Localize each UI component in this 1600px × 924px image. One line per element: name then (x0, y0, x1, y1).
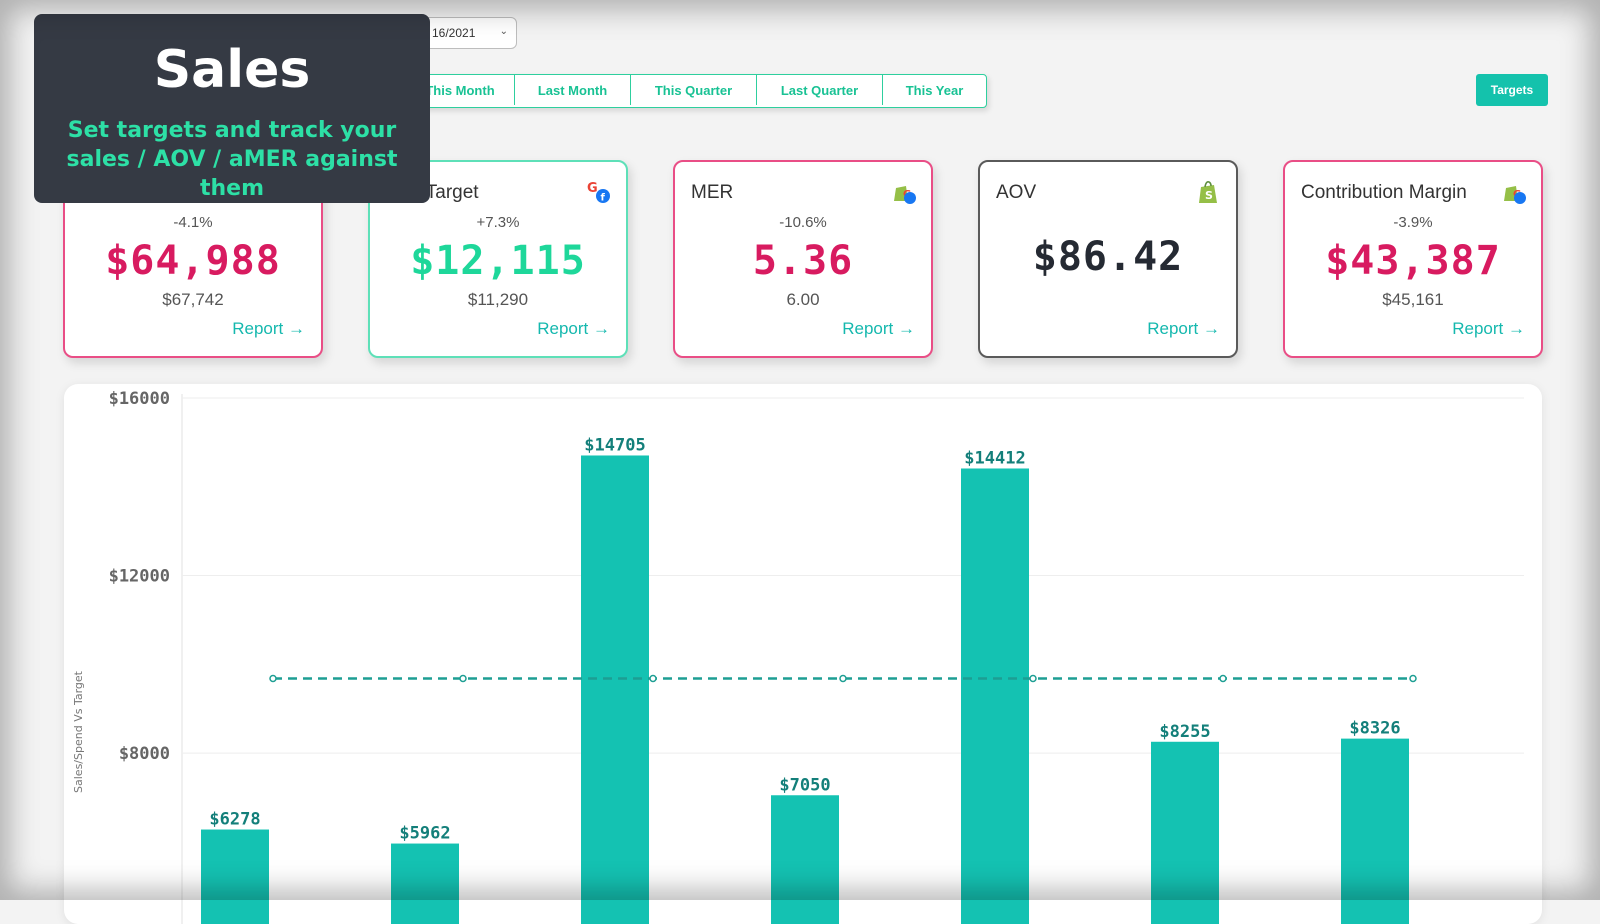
target-point[interactable] (1029, 674, 1037, 683)
tab-last-month[interactable]: Last Month (514, 75, 630, 105)
bar[interactable] (1151, 741, 1219, 924)
card-value: $12,115 (410, 238, 586, 284)
bar-value-label: $14412 (964, 448, 1025, 468)
target-point[interactable] (649, 674, 657, 683)
feature-banner: Sales Set targets and track your sales /… (34, 14, 430, 203)
bar[interactable] (581, 455, 649, 924)
report-link[interactable]: Report → (842, 319, 915, 338)
tab-this-year[interactable]: This Year (882, 75, 986, 105)
card-title: MER (691, 182, 734, 203)
shopify-google-facebook-icon: G (1504, 186, 1526, 204)
tab-last-quarter[interactable]: Last Quarter (756, 75, 882, 105)
bar-chart: $8000 $12000 $16000 Sales/Spend Vs Target $6… (72, 389, 1524, 924)
banner-title: Sales (153, 40, 311, 100)
card-value: $86.42 (1032, 234, 1184, 280)
report-link[interactable]: Report → (1452, 319, 1525, 338)
targets-button[interactable]: Targets (1476, 74, 1548, 106)
bar-value-label: $8326 (1349, 719, 1400, 739)
shopify-google-facebook-icon: G (894, 186, 916, 204)
bar[interactable] (961, 468, 1029, 924)
date-range-value: 16/2021 (432, 26, 476, 40)
kpi-card-contribution-margin: Contribution Margin G -3.9% $43,387 $45,… (1283, 160, 1543, 358)
target-point[interactable] (269, 674, 277, 683)
target-point[interactable] (1409, 674, 1417, 683)
y-tick-label: $16000 (109, 389, 170, 409)
target-point[interactable] (1219, 674, 1227, 683)
bar[interactable] (1341, 738, 1409, 924)
card-change: -4.1% (173, 214, 213, 231)
card-target: $11,290 (467, 290, 529, 309)
card-value: $64,988 (105, 238, 281, 284)
card-value: $43,387 (1325, 238, 1501, 284)
report-link[interactable]: Report → (537, 319, 610, 338)
kpi-card-mer: MER G -10.6% 5.36 6.00 Report → (673, 160, 933, 358)
kpi-card-aov: AOV S $86.42 Report → (978, 160, 1238, 358)
bar[interactable] (771, 795, 839, 924)
bar[interactable] (391, 843, 459, 924)
svg-text:S: S (1205, 189, 1213, 202)
date-range-tabs: This Month Last Month This Quarter Last … (405, 74, 987, 108)
report-link[interactable]: Report → (232, 319, 305, 338)
y-tick-label: $12000 (109, 567, 170, 587)
card-target: $67,742 (162, 290, 224, 309)
target-point[interactable] (459, 674, 467, 683)
y-axis-title: Sales/Spend Vs Target (72, 670, 85, 793)
bar-value-label: $5962 (399, 824, 450, 844)
banner-subtitle: Set targets and track your sales / AOV /… (66, 118, 398, 201)
target-point[interactable] (839, 674, 847, 683)
bar-value-label: $6278 (209, 810, 260, 830)
chevron-down-icon: ⌄ (499, 26, 508, 37)
card-value: 5.36 (752, 238, 854, 284)
card-target: 6.00 (786, 290, 820, 309)
sales-vs-target-chart: $8000 $12000 $16000 Sales/Spend Vs Target $6… (64, 384, 1542, 924)
svg-text:f: f (601, 193, 606, 204)
bar-value-label: $8255 (1159, 722, 1210, 742)
bar[interactable] (201, 829, 269, 924)
bar-value-label: $14705 (584, 435, 645, 455)
shopify-icon: S (1199, 181, 1217, 203)
card-title: Contribution Margin (1301, 182, 1467, 203)
svg-text:G: G (587, 181, 598, 196)
google-facebook-icon: G f (587, 181, 610, 204)
card-target: $45,161 (1382, 290, 1444, 309)
tab-this-quarter[interactable]: This Quarter (630, 75, 756, 105)
card-change: -3.9% (1393, 214, 1433, 231)
y-tick-label: $8000 (119, 744, 170, 764)
tab-this-month[interactable]: This Month (425, 82, 495, 98)
card-change: -10.6% (779, 214, 827, 231)
bar-value-label: $7050 (779, 775, 830, 795)
card-change: +7.3% (476, 214, 520, 231)
card-title: AOV (996, 182, 1037, 203)
report-link[interactable]: Report → (1147, 319, 1220, 338)
